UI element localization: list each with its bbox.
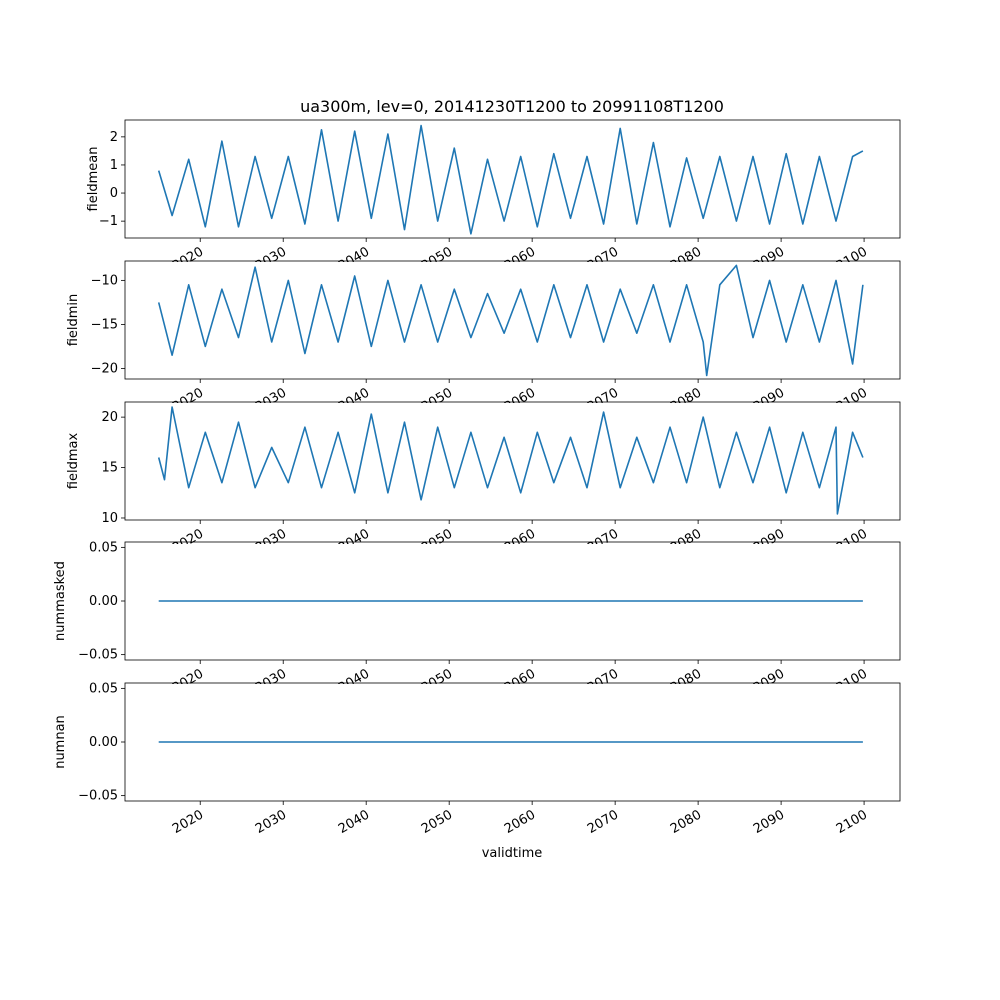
y-tick-label: −10 (91, 273, 118, 288)
y-tick-label: 0.05 (89, 540, 118, 555)
y-axis-label: fieldmin (66, 294, 81, 347)
series-line-fieldmax (157, 406, 864, 515)
plot-frame (124, 260, 901, 380)
series-line-fieldmin (157, 264, 864, 377)
y-tick-label: 0.05 (89, 681, 118, 696)
chart-title: ua300m, lev=0, 20141230T1200 to 20991108… (300, 97, 724, 116)
x-axis-label: validtime (482, 846, 543, 861)
y-tick-label: 2 (110, 130, 118, 145)
y-tick-label: 0.00 (89, 594, 118, 609)
y-axis-label: fieldmean (86, 147, 101, 212)
y-axis-label: numnan (53, 715, 68, 769)
y-tick-label: −1 (99, 214, 118, 229)
y-tick-label: −20 (91, 361, 118, 376)
y-tick-label: −0.05 (78, 648, 118, 663)
y-tick-label: −15 (91, 317, 118, 332)
y-tick-label: −0.05 (78, 789, 118, 804)
y-tick-label: 0 (110, 186, 118, 201)
series-line-fieldmean (157, 124, 864, 235)
y-tick-label: 1 (110, 158, 118, 173)
y-tick-label: 15 (101, 461, 118, 476)
plot-frame (124, 119, 901, 239)
plot-frame (124, 401, 901, 521)
y-tick-label: 10 (101, 511, 118, 526)
y-axis-label: nummasked (53, 561, 68, 641)
y-axis-label: fieldmax (66, 433, 81, 490)
y-tick-label: 20 (101, 410, 118, 425)
y-tick-label: 0.00 (89, 735, 118, 750)
